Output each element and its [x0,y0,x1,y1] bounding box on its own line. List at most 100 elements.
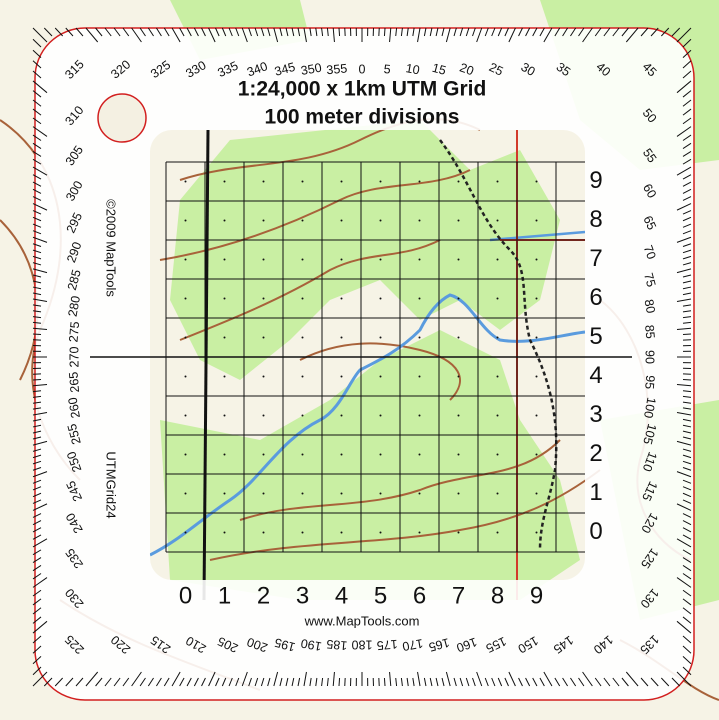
degree-tick [682,210,692,215]
degree-label: 35 [554,60,573,79]
degree-tick [554,27,561,37]
degree-tick [682,454,692,459]
degree-tick [43,27,53,37]
degree-tick [155,677,162,687]
degree-tick [273,27,279,43]
degree-tick [682,635,692,644]
grid-dot [496,258,499,261]
degree-tick [54,27,64,37]
degree-tick [682,520,692,526]
degree-tick [32,577,48,588]
degree-label: 170 [401,636,424,653]
degree-label: 195 [273,635,297,654]
degree-tick [682,142,692,149]
degree-tick [562,677,569,687]
degree-tick [682,216,692,222]
degree-tick [260,677,265,687]
degree-tick [235,27,240,37]
degree-tick [682,321,692,324]
degree-tick [285,677,289,687]
grid-dot [301,531,304,534]
degree-label: 255 [65,422,84,446]
grid-dot [535,492,538,495]
degree-tick [682,90,692,98]
row-label: 3 [589,401,602,428]
degree-tick [582,27,593,43]
degree-tick [650,27,659,37]
grid-dot [262,258,265,261]
degree-label: 200 [245,635,269,655]
grid-dot [340,297,343,300]
degree-tick [32,310,42,313]
degree-tick [682,436,692,440]
degree-tick [676,471,692,478]
degree-tick [171,671,181,687]
degree-tick [682,378,692,381]
degree-tick [208,671,216,687]
degree-tick [429,677,433,687]
degree-tick [95,677,103,687]
degree-tick [682,134,692,141]
grid-dot [184,453,187,456]
degree-label: 55 [640,146,659,165]
grid-dot [223,180,226,183]
degree-label: 185 [326,637,348,653]
url: www.MapTools.com [304,613,420,628]
degree-tick [32,230,42,235]
grid-dot [301,492,304,495]
grid-dot [340,414,343,417]
grid-dot [301,453,304,456]
degree-tick [682,292,692,296]
degree-tick [682,418,692,422]
degree-tick [32,274,42,278]
grid-dot [379,531,382,534]
degree-tick [539,27,545,37]
degree-label: 260 [66,396,83,419]
degree-tick [32,440,48,446]
grid-dot [496,414,499,417]
degree-tick [85,27,99,43]
grid-dot [496,531,499,534]
degree-tick [676,166,692,176]
degree-tick [570,677,577,687]
degree-label: 60 [640,181,659,200]
degree-tick [228,677,233,687]
degree-tick [400,677,403,687]
grid-dot [301,336,304,339]
degree-tick [682,38,692,48]
degree-tick [32,401,42,404]
degree-tick [508,671,516,687]
degree-tick [32,418,42,422]
degree-tick [32,573,42,580]
degree-tick [32,166,48,176]
degree-tick [582,671,593,687]
grid-dot [184,336,187,339]
degree-tick [241,671,248,687]
degree-tick [260,27,265,37]
degree-tick [32,60,42,69]
degree-tick [682,655,692,665]
grid-dot [535,336,538,339]
degree-label: 345 [273,60,297,79]
degree-tick [417,27,421,43]
degree-tick [682,249,692,254]
degree-tick [603,27,611,37]
degree-tick [248,27,252,37]
degree-tick [441,677,445,687]
grid-dot [535,258,538,261]
grid-dot [340,453,343,456]
grid-dot [223,258,226,261]
degree-tick [254,27,259,37]
degree-label: 65 [640,214,659,233]
degree-tick [297,677,301,687]
grid-dot [457,492,460,495]
degree-tick [682,407,692,410]
degree-label: 10 [405,61,421,77]
degree-tick [113,677,121,687]
grid-dot [418,414,421,417]
degree-label: 160 [454,635,478,655]
degree-tick [32,134,42,141]
degree-tick [612,677,620,687]
degree-tick [682,549,692,556]
